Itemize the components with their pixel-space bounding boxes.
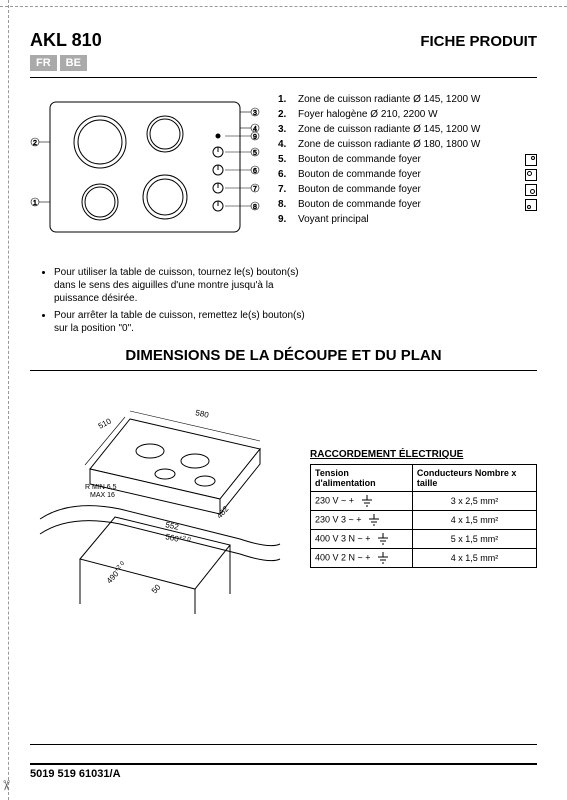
- svg-text:R MIN 6,5: R MIN 6,5: [85, 484, 117, 491]
- svg-text:8: 8: [253, 204, 257, 211]
- divider: [30, 744, 537, 745]
- svg-text:2: 2: [33, 140, 37, 147]
- ground-icon: [377, 552, 389, 564]
- section-title: DIMENSIONS DE LA DÉCOUPE ET DU PLAN: [30, 347, 537, 364]
- country-tags: FR BE: [30, 55, 537, 71]
- scissors-icon: ✂: [0, 780, 14, 792]
- legend-item: 5.Bouton de commande foyer: [278, 152, 537, 167]
- list-item: Pour arrêter la table de cuisson, remett…: [54, 309, 314, 335]
- legend-item: 7.Bouton de commande foyer: [278, 182, 537, 197]
- table-row: 230 V 3 ~ + 4 x 1,5 mm²: [311, 511, 537, 530]
- tag-fr: FR: [30, 55, 57, 71]
- svg-text:6: 6: [253, 168, 257, 175]
- table-row: 230 V ~ + 3 x 2,5 mm²: [311, 492, 537, 511]
- cutout-diagram: 580 510 R MIN 6,5 MAX 16 552 560+2 0 482…: [30, 389, 290, 619]
- zone-icon: [525, 169, 537, 181]
- legend-list: 1.Zone de cuisson radiante Ø 145, 1200 W…: [278, 92, 537, 227]
- hob-diagram: 2 1 3 4 9 5 6 7 8: [30, 92, 260, 252]
- model-number: AKL 810: [30, 30, 102, 51]
- legend-item: 8.Bouton de commande foyer: [278, 197, 537, 212]
- legend-item: 6.Bouton de commande foyer: [278, 167, 537, 182]
- divider: [30, 77, 537, 78]
- usage-instructions: Pour utiliser la table de cuisson, tourn…: [54, 266, 314, 335]
- table-row: 400 V 3 N ~ + 5 x 1,5 mm²: [311, 530, 537, 549]
- footer-partnumber: 5019 519 61031/A: [30, 763, 537, 780]
- svg-text:50: 50: [150, 582, 163, 595]
- ground-icon: [361, 495, 373, 507]
- svg-text:7: 7: [253, 186, 257, 193]
- divider: [30, 370, 537, 371]
- svg-text:510: 510: [97, 416, 113, 430]
- svg-text:MAX 16: MAX 16: [90, 492, 115, 499]
- ground-icon: [377, 533, 389, 545]
- svg-text:9: 9: [253, 134, 257, 141]
- legend-item: 9.Voyant principal: [278, 212, 537, 227]
- svg-text:1: 1: [33, 200, 37, 207]
- tag-be: BE: [60, 55, 87, 71]
- electrical-title: RACCORDEMENT ÉLECTRIQUE: [310, 449, 537, 460]
- zone-icon: [525, 154, 537, 166]
- svg-text:490+2 0: 490+2 0: [105, 560, 129, 585]
- zone-icon: [525, 199, 537, 211]
- page-title: FICHE PRODUIT: [420, 33, 537, 50]
- table-row: 400 V 2 N ~ + 4 x 1,5 mm²: [311, 549, 537, 568]
- svg-text:580: 580: [195, 408, 210, 420]
- electrical-table: Tension d'alimentation Conducteurs Nombr…: [310, 464, 537, 568]
- legend-item: 4.Zone de cuisson radiante Ø 180, 1800 W: [278, 137, 537, 152]
- legend-item: 3.Zone de cuisson radiante Ø 145, 1200 W: [278, 122, 537, 137]
- table-header-cell: Tension d'alimentation: [311, 465, 413, 492]
- table-header: Tension d'alimentation Conducteurs Nombr…: [311, 465, 537, 492]
- legend-item: 2.Foyer halogène Ø 210, 2200 W: [278, 107, 537, 122]
- table-header-cell: Conducteurs Nombre x taille: [412, 465, 536, 492]
- svg-text:5: 5: [253, 150, 257, 157]
- zone-icon: [525, 184, 537, 196]
- ground-icon: [368, 514, 380, 526]
- list-item: Pour utiliser la table de cuisson, tourn…: [54, 266, 314, 305]
- svg-text:3: 3: [253, 110, 257, 117]
- legend-item: 1.Zone de cuisson radiante Ø 145, 1200 W: [278, 92, 537, 107]
